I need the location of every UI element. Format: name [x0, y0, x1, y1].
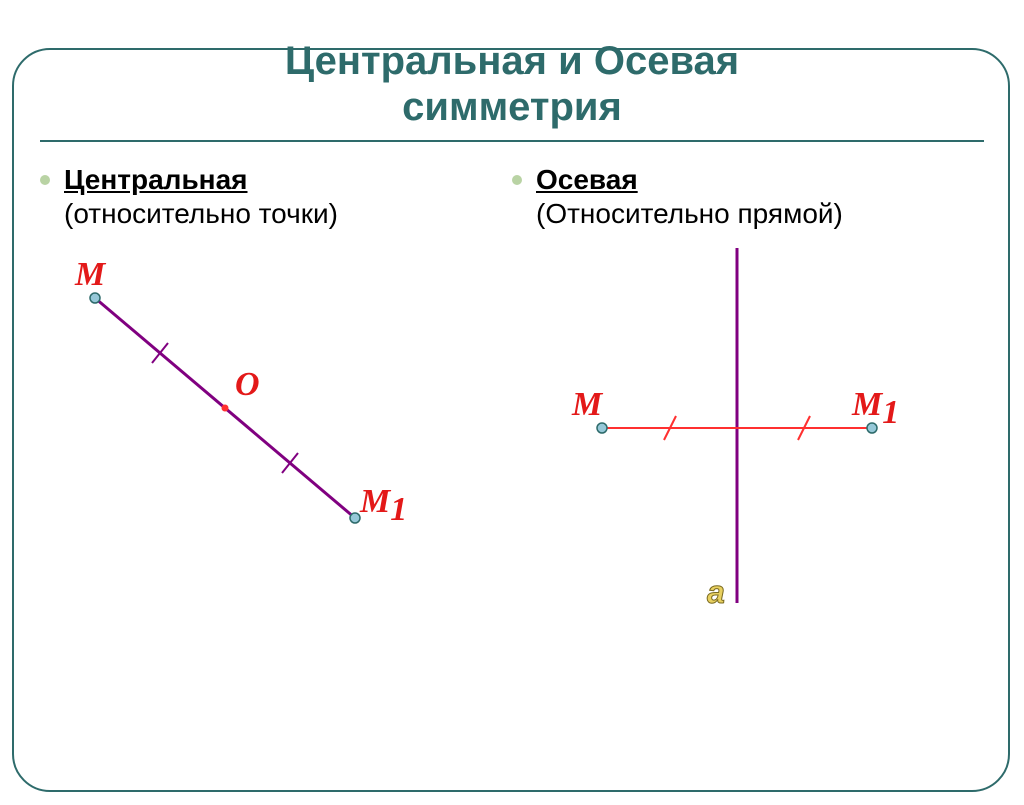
right-bullet-row: Осевая (Относительно прямой) — [512, 164, 984, 230]
bullet-icon — [40, 175, 50, 185]
left-sub: (относительно точки) — [64, 198, 338, 230]
left-bullet-row: Центральная (относительно точки) — [40, 164, 512, 230]
content-columns: Центральная (относительно точки) M O M1 … — [0, 164, 1024, 608]
label-M1: M1 — [360, 483, 407, 529]
label-a: a — [707, 574, 725, 611]
right-sub: (Относительно прямой) — [536, 198, 843, 230]
central-symmetry-svg — [40, 248, 500, 588]
left-column: Центральная (относительно точки) M O M1 — [40, 164, 512, 608]
right-column: Осевая (Относительно прямой) M M1 a — [512, 164, 984, 608]
right-heading: Осевая — [536, 164, 843, 196]
right-diagram: M M1 a — [512, 248, 984, 608]
label-M: M — [75, 256, 105, 294]
label-M-right: M — [572, 386, 602, 424]
bullet-icon — [512, 175, 522, 185]
left-text: Центральная (относительно точки) — [64, 164, 338, 230]
left-diagram: M O M1 — [40, 248, 512, 608]
label-O: O — [235, 366, 260, 404]
right-text: Осевая (Относительно прямой) — [536, 164, 843, 230]
left-heading: Центральная — [64, 164, 338, 196]
label-M1-right: M1 — [852, 386, 899, 432]
axial-symmetry-svg — [512, 248, 972, 608]
